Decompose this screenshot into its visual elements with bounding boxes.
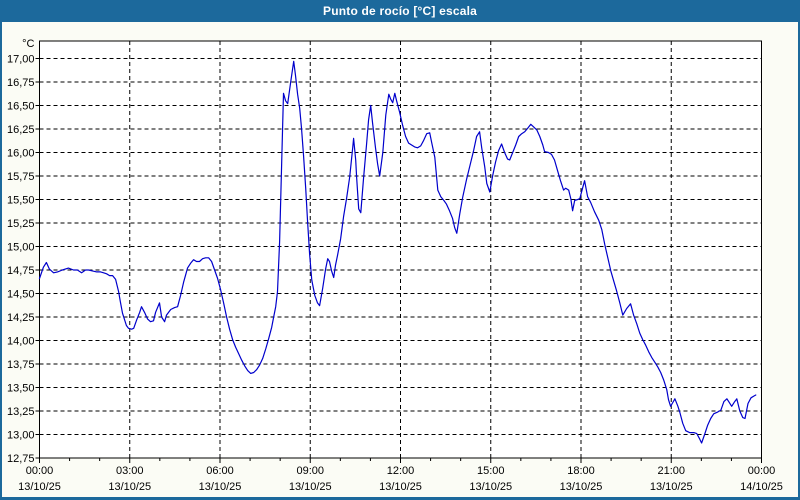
chart-title: Punto de rocío [°C] escala [322,4,478,18]
y-tick-label: 14,25 [7,312,35,324]
y-tick-label: 15,25 [7,218,35,230]
y-tick-label: 13,75 [7,359,35,371]
y-tick-label: 16,50 [7,101,35,113]
y-axis-unit-label: °C [22,38,34,50]
y-tick-label: 15,00 [7,242,35,254]
y-tick-label: 13,25 [7,406,35,418]
x-tick-time-label: 06:00 [206,465,234,477]
plot-area [39,40,762,459]
y-tick-label: 16,00 [7,148,35,160]
y-tick-label: 13,00 [7,430,35,442]
x-tick-date-label: 13/10/25 [289,481,332,493]
x-tick-time-label: 00:00 [748,465,776,477]
x-tick-time-label: 21:00 [657,465,685,477]
x-tick-time-label: 00:00 [26,465,54,477]
x-tick-date-label: 13/10/25 [560,481,603,493]
y-tick-label: 12,75 [7,453,35,465]
x-tick-time-label: 18:00 [567,465,595,477]
y-tick-label: 14,50 [7,289,35,301]
y-tick-label: 15,50 [7,195,35,207]
x-tick-date-label: 13/10/25 [108,481,151,493]
y-tick-label: 13,50 [7,383,35,395]
title-bar: Punto de rocío [°C] escala [0,0,800,22]
dewpoint-series-line [38,60,757,444]
x-tick-time-label: 15:00 [477,465,505,477]
y-tick-label: 14,00 [7,336,35,348]
y-tick-label: 17,00 [7,54,35,66]
x-tick-date-label: 13/10/25 [199,481,242,493]
x-tick-time-label: 09:00 [296,465,324,477]
x-tick-date-label: 13/10/25 [650,481,693,493]
x-tick-date-label: 14/10/25 [740,481,783,493]
x-tick-date-label: 13/10/25 [379,481,422,493]
y-tick-label: 14,75 [7,265,35,277]
x-tick-time-label: 12:00 [387,465,415,477]
y-tick-label: 16,25 [7,124,35,136]
y-tick-label: 16,75 [7,77,35,89]
x-tick-date-label: 13/10/25 [469,481,512,493]
x-tick-date-label: 13/10/25 [18,481,61,493]
y-tick-label: 15,75 [7,171,35,183]
x-tick-time-label: 03:00 [116,465,144,477]
